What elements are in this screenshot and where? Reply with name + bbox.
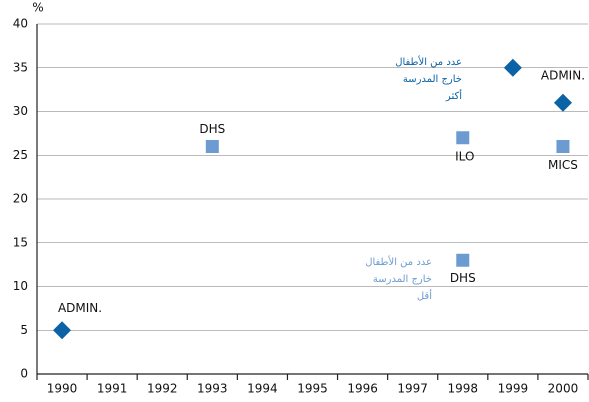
x-tick-label: 1993 (197, 382, 228, 396)
point-label: MICS (548, 158, 578, 172)
square-point (456, 131, 470, 145)
annotation-line: عدد من الأطفال (395, 55, 462, 68)
y-tick-label: 0 (20, 367, 28, 381)
y-unit: % (32, 1, 43, 15)
y-tick-label: 35 (13, 60, 28, 74)
y-tick-label: 15 (13, 235, 28, 249)
diamond-point (53, 321, 72, 340)
y-tick-label: 25 (13, 148, 28, 162)
x-tick-label: 1999 (498, 382, 529, 396)
y-tick-label: 5 (20, 323, 28, 337)
annotation-line: أقل (417, 289, 432, 302)
annotation-line: خارج المدرسة (403, 74, 462, 85)
y-tick-label: 40 (13, 17, 28, 31)
square-point (556, 140, 570, 153)
x-tick-label: 1991 (97, 382, 128, 396)
square-point (456, 253, 470, 267)
y-tick-label: 10 (13, 279, 28, 293)
point-label: ADMIN. (58, 301, 102, 315)
y-tick-label: 20 (13, 192, 28, 206)
annotation-line: أكثر (445, 89, 462, 102)
x-tick-label: 1995 (297, 382, 328, 396)
point-label: DHS (199, 122, 225, 136)
y-tick-label: 30 (13, 104, 28, 118)
x-tick-label: 1996 (347, 382, 378, 396)
x-tick-label: 1994 (247, 382, 278, 396)
diamond-point (503, 58, 522, 77)
square-point (205, 140, 219, 153)
point-label: ILO (455, 149, 474, 163)
point-label: ADMIN. (541, 68, 585, 82)
diamond-point (553, 93, 572, 112)
x-tick-label: 1998 (447, 382, 478, 396)
x-tick-label: 2000 (548, 382, 579, 396)
x-tick-label: 1997 (397, 382, 428, 396)
annotation-line: خارج المدرسة (373, 274, 432, 285)
point-label: DHS (450, 271, 476, 285)
annotation-line: عدد من الأطفال (365, 255, 432, 268)
x-tick-label: 1992 (147, 382, 178, 396)
x-tick-label: 1990 (47, 382, 78, 396)
